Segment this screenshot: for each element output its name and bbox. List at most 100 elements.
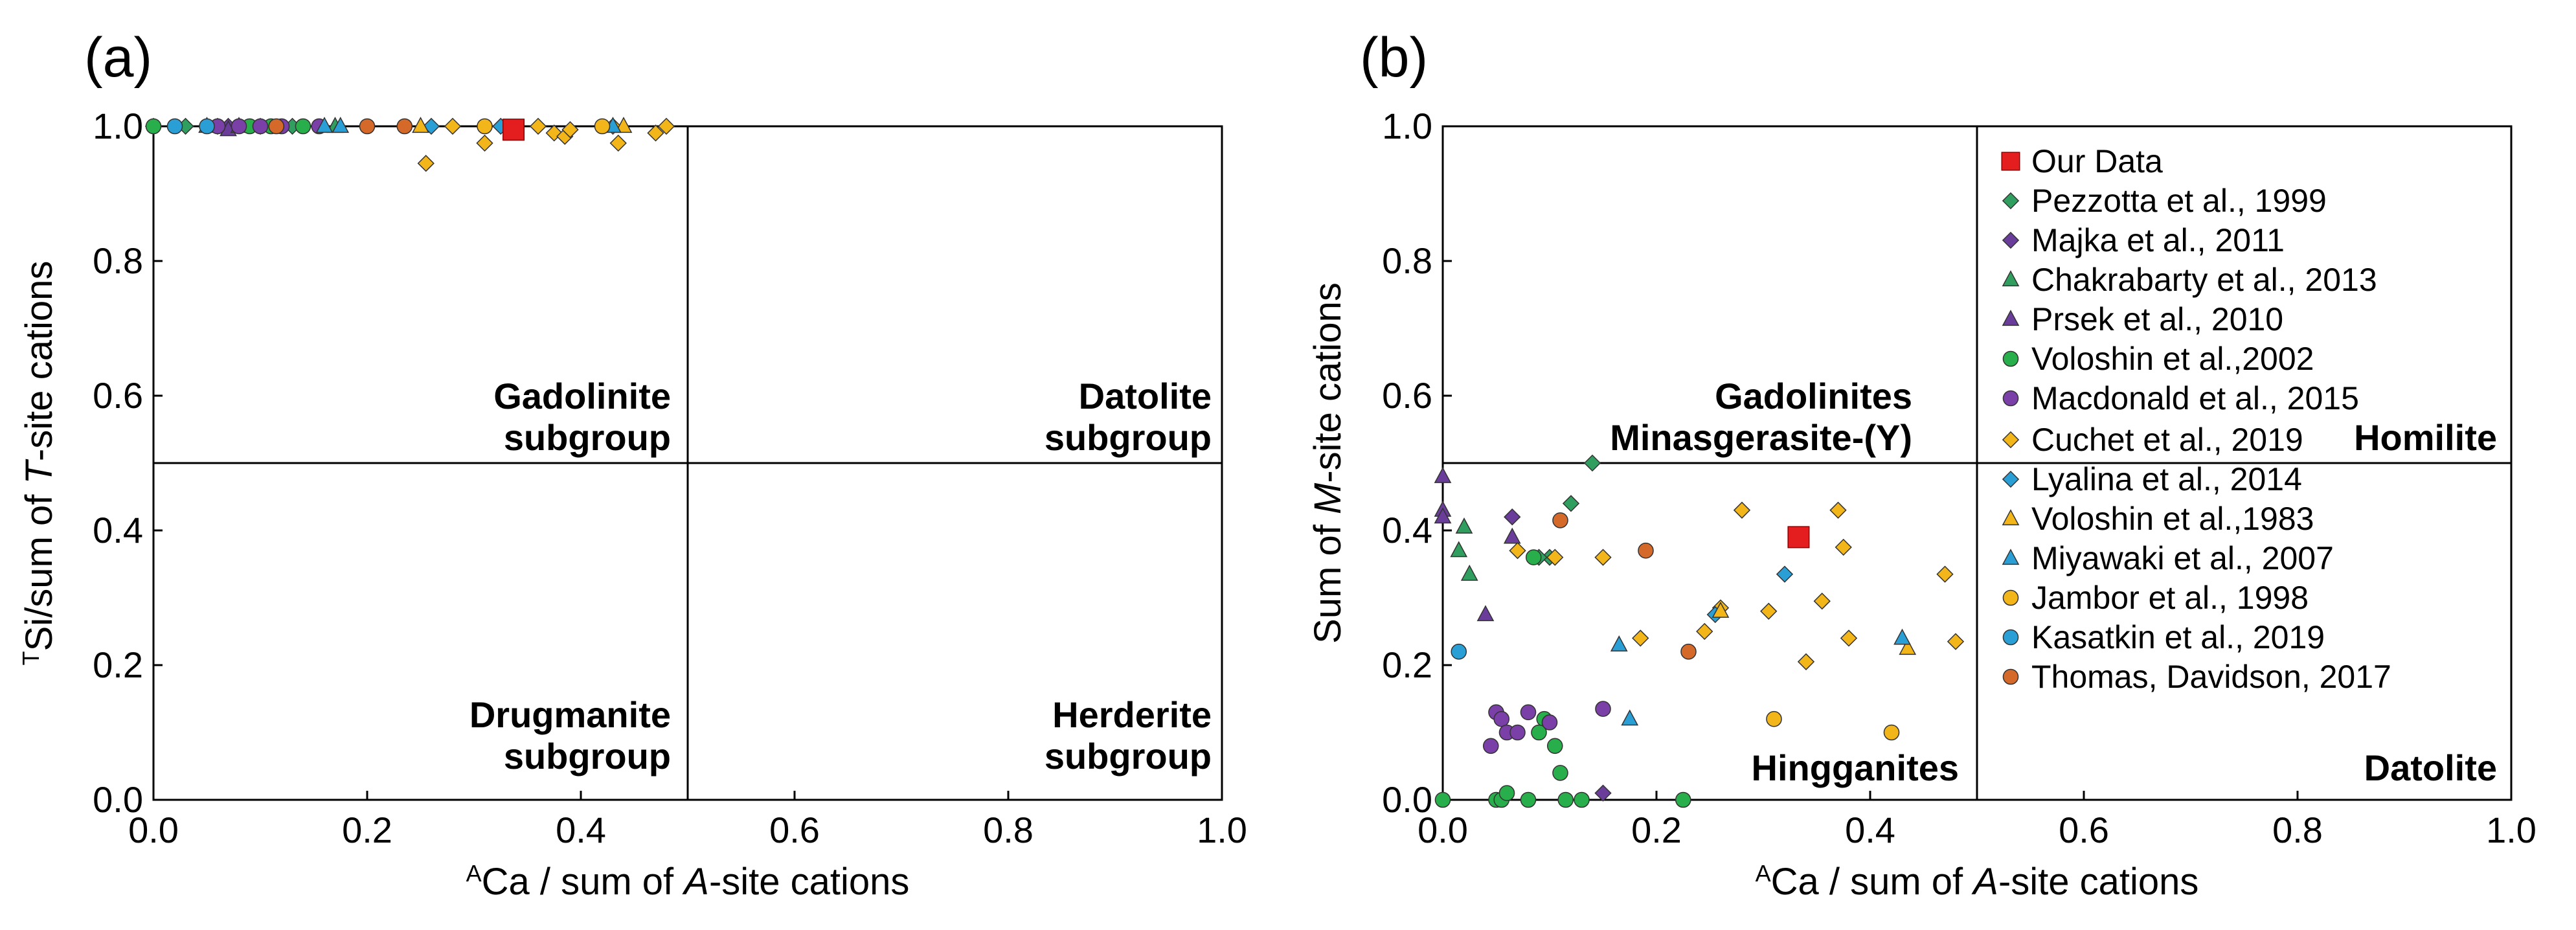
point-jambor bbox=[1766, 710, 1782, 727]
point-voloshin1983 bbox=[1899, 639, 1917, 655]
legend-marker-prsek bbox=[2002, 310, 2020, 326]
point-macdonald bbox=[1482, 738, 1499, 754]
point-thomas bbox=[268, 118, 285, 135]
point-macdonald bbox=[1509, 724, 1526, 741]
region-label: Homilite bbox=[2354, 417, 2497, 458]
point-thomas bbox=[1552, 512, 1568, 528]
point-voloshin2002 bbox=[295, 118, 311, 135]
point-cuchet bbox=[1840, 629, 1858, 647]
legend-label-pezzotta: Pezzotta et al., 1999 bbox=[2031, 183, 2327, 219]
y-tick-label: 0.4 bbox=[1382, 510, 1432, 550]
legend-marker-pezzotta bbox=[2002, 192, 2020, 210]
y-tick-label: 1.0 bbox=[93, 106, 143, 146]
panel-a: (a) 0.0 0.2 0.4 0.6 0.8 1.0 0.0 0.2 0.4 0.6 0.8 1.0 A… bbox=[17, 27, 1247, 903]
point-thomas bbox=[1680, 643, 1697, 660]
legend-label-miyawaki: Miyawaki et al., 2007 bbox=[2031, 540, 2334, 576]
y-tick-label: 0.8 bbox=[1382, 240, 1432, 281]
point-cuchet bbox=[1632, 629, 1649, 647]
y-tick-label: 0.6 bbox=[93, 375, 143, 416]
panel-label: (a) bbox=[84, 27, 152, 89]
region-label: Datolite bbox=[1079, 376, 1212, 416]
x-tick-label: 0.8 bbox=[983, 810, 1034, 850]
point-cuchet bbox=[1797, 653, 1815, 670]
legend-label-jambor: Jambor et al., 1998 bbox=[2031, 580, 2309, 616]
x-tick-label: 0.4 bbox=[1845, 810, 1895, 850]
region-label: Gadolinites bbox=[1715, 376, 1912, 416]
x-tick-label: 0.2 bbox=[1631, 810, 1682, 850]
point-cuchet bbox=[476, 134, 493, 152]
legend-label-kasatkin: Kasatkin et al., 2019 bbox=[2031, 619, 2325, 655]
legend-marker-chakrabarty bbox=[2002, 270, 2020, 287]
x-tick-label: 0.6 bbox=[769, 810, 820, 850]
point-prsek bbox=[1476, 605, 1495, 622]
y-tick-label: 0.2 bbox=[93, 644, 143, 685]
point-miyawaki bbox=[332, 117, 350, 133]
point-jambor bbox=[477, 118, 493, 135]
legend-label-voloshin2002: Voloshin et al.,2002 bbox=[2031, 341, 2314, 377]
y-tick-label: 0.0 bbox=[93, 779, 143, 820]
point-thomas bbox=[1638, 542, 1654, 559]
region-label: Hingganites bbox=[1752, 747, 1959, 788]
point-majka bbox=[1594, 784, 1612, 802]
point-thomas bbox=[396, 118, 413, 135]
point-cuchet bbox=[1835, 538, 1852, 556]
point-cuchet bbox=[657, 117, 675, 135]
point-kasatkin bbox=[166, 118, 183, 135]
point-macdonald bbox=[1595, 701, 1611, 717]
legend-marker-voloshin1983 bbox=[2002, 509, 2020, 526]
point-macdonald bbox=[252, 118, 269, 135]
point-macdonald bbox=[231, 118, 247, 135]
point-pezzotta bbox=[1583, 454, 1601, 472]
point-kasatkin bbox=[1451, 643, 1467, 660]
point-cuchet bbox=[417, 155, 435, 172]
y-tick-label: 0.8 bbox=[93, 240, 143, 281]
x-tick-label: 1.0 bbox=[1197, 810, 1247, 850]
y-tick-label: 0.0 bbox=[1382, 779, 1432, 820]
point-cuchet bbox=[609, 134, 627, 152]
point-prsek bbox=[1503, 527, 1521, 544]
point-voloshin2002 bbox=[1520, 791, 1537, 808]
panel-label: (b) bbox=[1360, 27, 1428, 89]
point-cuchet bbox=[1947, 633, 1965, 650]
region-label: Gadolinite bbox=[493, 376, 671, 416]
legend-label-majka: Majka et al., 2011 bbox=[2031, 222, 2285, 258]
point-miyawaki bbox=[1893, 628, 1911, 645]
region-label-line2: subgroup bbox=[504, 736, 671, 777]
point-voloshin1983 bbox=[615, 117, 633, 133]
point-prsek bbox=[1434, 507, 1452, 524]
point-pezzotta bbox=[1562, 495, 1580, 512]
x-tick-label: 0.8 bbox=[2272, 810, 2323, 850]
region-label: Drugmanite bbox=[469, 694, 671, 735]
point-voloshin2002 bbox=[1434, 791, 1451, 808]
legend-marker-cuchet bbox=[2002, 431, 2020, 449]
point-jambor bbox=[594, 118, 611, 135]
point-macdonald bbox=[1493, 710, 1510, 727]
point-prsek bbox=[1434, 467, 1452, 483]
legend-marker-kasatkin bbox=[2002, 629, 2019, 646]
point-chakrabarty bbox=[1460, 564, 1478, 581]
point-chakrabarty bbox=[1455, 517, 1473, 534]
point-voloshin2002 bbox=[1498, 785, 1515, 801]
y-tick-label: 0.6 bbox=[1382, 375, 1432, 416]
legend-marker-our_data bbox=[2001, 152, 2020, 171]
point-macdonald bbox=[1541, 714, 1558, 731]
legend-marker-thomas bbox=[2002, 668, 2019, 685]
point-miyawaki bbox=[315, 117, 333, 133]
point-our_data bbox=[503, 119, 525, 141]
point-cuchet bbox=[1733, 501, 1751, 519]
point-voloshin1983 bbox=[412, 117, 429, 133]
point-voloshin2002 bbox=[1574, 791, 1590, 808]
point-cuchet bbox=[1509, 542, 1526, 560]
point-cuchet bbox=[529, 117, 547, 135]
point-cuchet bbox=[561, 121, 579, 139]
point-voloshin2002 bbox=[1531, 724, 1547, 741]
legend-label-lyalina: Lyalina et al., 2014 bbox=[2031, 461, 2302, 497]
x-tick-label: 0.2 bbox=[342, 810, 392, 850]
point-voloshin2002 bbox=[1557, 791, 1574, 808]
point-voloshin2002 bbox=[1552, 765, 1568, 781]
x-tick-label: 0.6 bbox=[2059, 810, 2109, 850]
legend-label-chakrabarty: Chakrabarty et al., 2013 bbox=[2031, 262, 2377, 298]
region-label-line2: subgroup bbox=[1045, 736, 1212, 777]
region-label: Herderite bbox=[1052, 694, 1212, 735]
